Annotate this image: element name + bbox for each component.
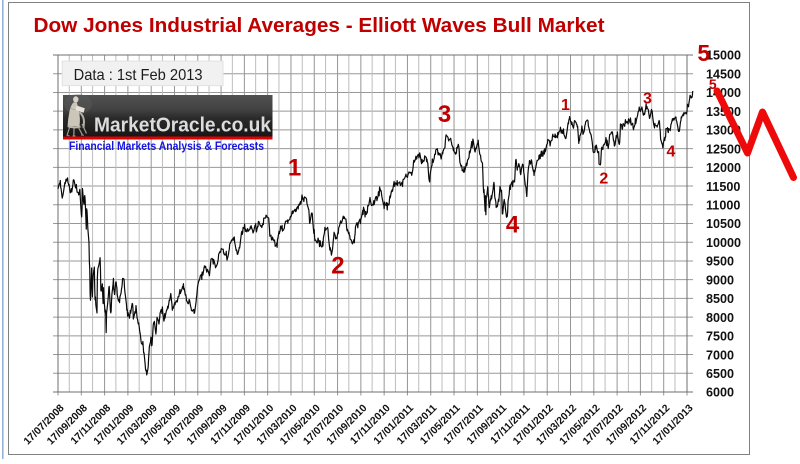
svg-text:14500: 14500 — [706, 67, 741, 81]
svg-text:4: 4 — [506, 212, 520, 239]
svg-text:8000: 8000 — [706, 311, 734, 325]
svg-text:2: 2 — [331, 253, 344, 280]
svg-text:2: 2 — [599, 170, 608, 187]
svg-text:11500: 11500 — [706, 180, 740, 194]
svg-text:1: 1 — [561, 97, 570, 114]
svg-text:3: 3 — [438, 101, 451, 128]
svg-text:10000: 10000 — [706, 236, 741, 250]
svg-text:Data : 1st Feb 2013: Data : 1st Feb 2013 — [74, 67, 203, 84]
svg-text:7500: 7500 — [706, 330, 734, 344]
svg-text:5: 5 — [709, 76, 717, 92]
svg-text:11000: 11000 — [706, 198, 740, 212]
svg-text:Dow Jones Industrial Averages: Dow Jones Industrial Averages - Elliott … — [34, 15, 605, 37]
svg-text:12000: 12000 — [706, 161, 741, 175]
svg-text:9000: 9000 — [706, 273, 734, 287]
svg-text:6500: 6500 — [706, 367, 734, 381]
svg-text:7000: 7000 — [706, 348, 734, 362]
svg-text:1: 1 — [288, 155, 301, 182]
svg-text:15000: 15000 — [706, 49, 741, 63]
svg-text:9500: 9500 — [706, 255, 734, 269]
svg-text:6000: 6000 — [706, 386, 734, 400]
svg-text:MarketOracle.co.uk: MarketOracle.co.uk — [94, 114, 272, 136]
svg-text:8500: 8500 — [706, 292, 734, 306]
svg-text:5: 5 — [697, 40, 710, 66]
svg-text:Financial Markets Analysis & F: Financial Markets Analysis & Forecasts — [69, 139, 264, 153]
svg-text:10500: 10500 — [706, 217, 741, 231]
svg-text:4: 4 — [667, 143, 676, 160]
svg-text:3: 3 — [643, 91, 652, 108]
svg-text:12500: 12500 — [706, 142, 741, 156]
